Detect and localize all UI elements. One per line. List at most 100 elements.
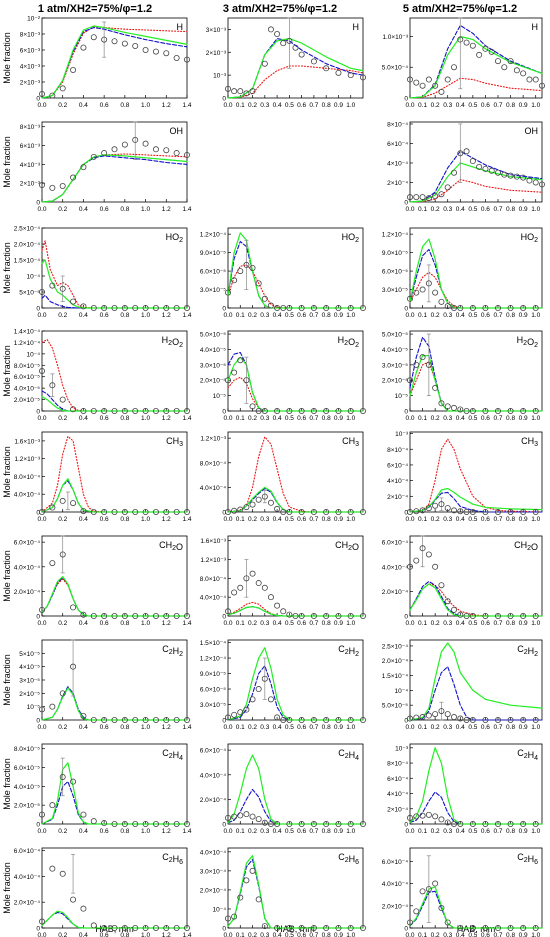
- experimental-point: [310, 925, 317, 932]
- plot-frame: [409, 431, 543, 513]
- y-tick-label: 9.0×10⁻⁵: [200, 671, 226, 678]
- x-tick-label: 0.0: [405, 516, 414, 523]
- experimental-point: [539, 181, 546, 188]
- experimental-point: [438, 582, 445, 589]
- x-tick-label: 0.3: [443, 724, 452, 731]
- x-tick-label: 0.6: [481, 102, 490, 109]
- series-line-red: [41, 153, 188, 203]
- x-tick-label: 0.2: [58, 724, 67, 731]
- x-tick-label: 1.2: [162, 312, 171, 319]
- y-tick-label: 0: [36, 409, 40, 416]
- experimental-point: [111, 146, 118, 153]
- experimental-point: [80, 811, 87, 818]
- y-tick-label: 2.0×10⁻⁴: [200, 887, 226, 894]
- y-tick-label: 0: [404, 510, 408, 517]
- y-tick-label: 0: [222, 306, 226, 313]
- x-tick-label: 0.4: [79, 724, 88, 731]
- y-tick-label: 1.2×10⁻³: [200, 557, 226, 564]
- experimental-point: [101, 613, 108, 620]
- experimental-point: [237, 812, 244, 819]
- experimental-point: [243, 575, 250, 582]
- experimental-point: [231, 277, 238, 284]
- series-line-blue: [227, 351, 364, 412]
- y-tick-label: 6.0×10⁻⁴: [14, 848, 40, 855]
- x-tick-label: 0.4: [456, 620, 465, 627]
- experimental-point: [347, 72, 354, 79]
- series-line-red: [227, 436, 364, 513]
- x-tick-label: 0.0: [37, 102, 46, 109]
- experimental-point: [419, 354, 426, 361]
- experimental-point: [255, 816, 262, 823]
- y-tick-label: 4.0×10⁻⁵: [382, 347, 408, 354]
- experimental-point: [255, 580, 262, 587]
- x-tick-label: 1.2: [162, 620, 171, 627]
- experimental-point: [419, 714, 426, 721]
- y-tick-label: 2×10⁻³: [206, 50, 227, 57]
- experimental-point: [121, 304, 128, 311]
- series-line-green: [41, 478, 188, 513]
- x-tick-label: 0.3: [443, 620, 452, 627]
- species-label: C2H2: [162, 644, 183, 658]
- experimental-point: [231, 507, 238, 514]
- x-tick-label: 0.9: [334, 415, 343, 422]
- x-tick-label: 0.5: [285, 620, 294, 627]
- experimental-point: [274, 714, 281, 721]
- y-tick-label: 10⁻⁴: [27, 274, 41, 281]
- y-tick-label: 0: [36, 614, 40, 621]
- x-tick-label: 0.2: [248, 516, 257, 523]
- x-tick-label: 0.4: [79, 932, 88, 937]
- x-tick-label: 0.5: [468, 724, 477, 731]
- y-axis-label: Mole fraction: [2, 654, 12, 706]
- experimental-point: [457, 611, 464, 618]
- experimental-point: [482, 508, 489, 515]
- y-tick-label: 0: [36, 822, 40, 829]
- experimental-point: [532, 304, 539, 311]
- x-tick-label: 0.8: [322, 724, 331, 731]
- x-tick-label: 0.4: [456, 828, 465, 835]
- x-tick-label: 0.8: [120, 102, 129, 109]
- experimental-point: [249, 403, 256, 410]
- experimental-point: [142, 821, 149, 828]
- x-tick-label: 0.3: [260, 415, 269, 422]
- experimental-point: [494, 821, 501, 828]
- y-tick-label: 4.0×10⁻⁴: [14, 874, 40, 881]
- experimental-point: [419, 194, 426, 201]
- experimental-point: [274, 505, 281, 512]
- experimental-point: [432, 82, 439, 89]
- x-tick-label: 0.8: [120, 516, 129, 523]
- x-tick-label: 0.1: [236, 415, 245, 422]
- x-tick-label: 0.5: [468, 932, 477, 937]
- species-label: HO2: [166, 232, 184, 244]
- experimental-point: [482, 925, 489, 932]
- series-line-blue: [227, 38, 364, 99]
- experimental-point: [80, 44, 87, 51]
- x-tick-label: 0.6: [481, 516, 490, 523]
- series-line-green: [227, 647, 364, 721]
- experimental-point: [121, 821, 128, 828]
- experimental-point: [224, 608, 231, 615]
- experimental-point: [359, 821, 366, 828]
- experimental-point: [173, 821, 180, 828]
- x-tick-label: 0.3: [443, 415, 452, 422]
- x-tick-label: 1.2: [162, 415, 171, 422]
- experimental-point: [286, 821, 293, 828]
- species-label: CH3: [342, 436, 359, 448]
- series-line-red: [41, 578, 188, 617]
- x-tick-label: 1.0: [346, 724, 355, 731]
- y-tick-label: 6×10⁻⁴: [387, 462, 408, 469]
- experimental-point: [243, 90, 250, 97]
- panel-r8c2: 0 2.0×10⁻⁴ 4.0×10⁻⁴ 6.0×10⁻⁴ 0.0 0.1 0.2 0.3 0.4…: [382, 847, 543, 937]
- x-tick-label: 0.3: [443, 312, 452, 319]
- experimental-point: [444, 76, 451, 83]
- x-tick-label: 0.8: [506, 932, 515, 937]
- x-tick-label: 0.7: [493, 415, 502, 422]
- experimental-point: [274, 821, 281, 828]
- series-line-red: [409, 361, 543, 412]
- x-tick-label: 0.5: [468, 516, 477, 523]
- x-tick-label: 0.0: [405, 932, 414, 937]
- panel-r4c2: 02×10⁻⁴4×10⁻⁴6×10⁻⁴8×10⁻⁴10⁻³0.0 0.1 0.2 0.…: [387, 431, 543, 523]
- panel-r3c1: 0 10⁻⁵ 2.0×10⁻⁵ 3.0×10⁻⁵ 4.0×10⁻⁵ 5.0×10⁻⁵ 0.0…: [200, 330, 366, 422]
- experimental-point: [173, 150, 180, 157]
- x-tick-label: 0.0: [405, 828, 414, 835]
